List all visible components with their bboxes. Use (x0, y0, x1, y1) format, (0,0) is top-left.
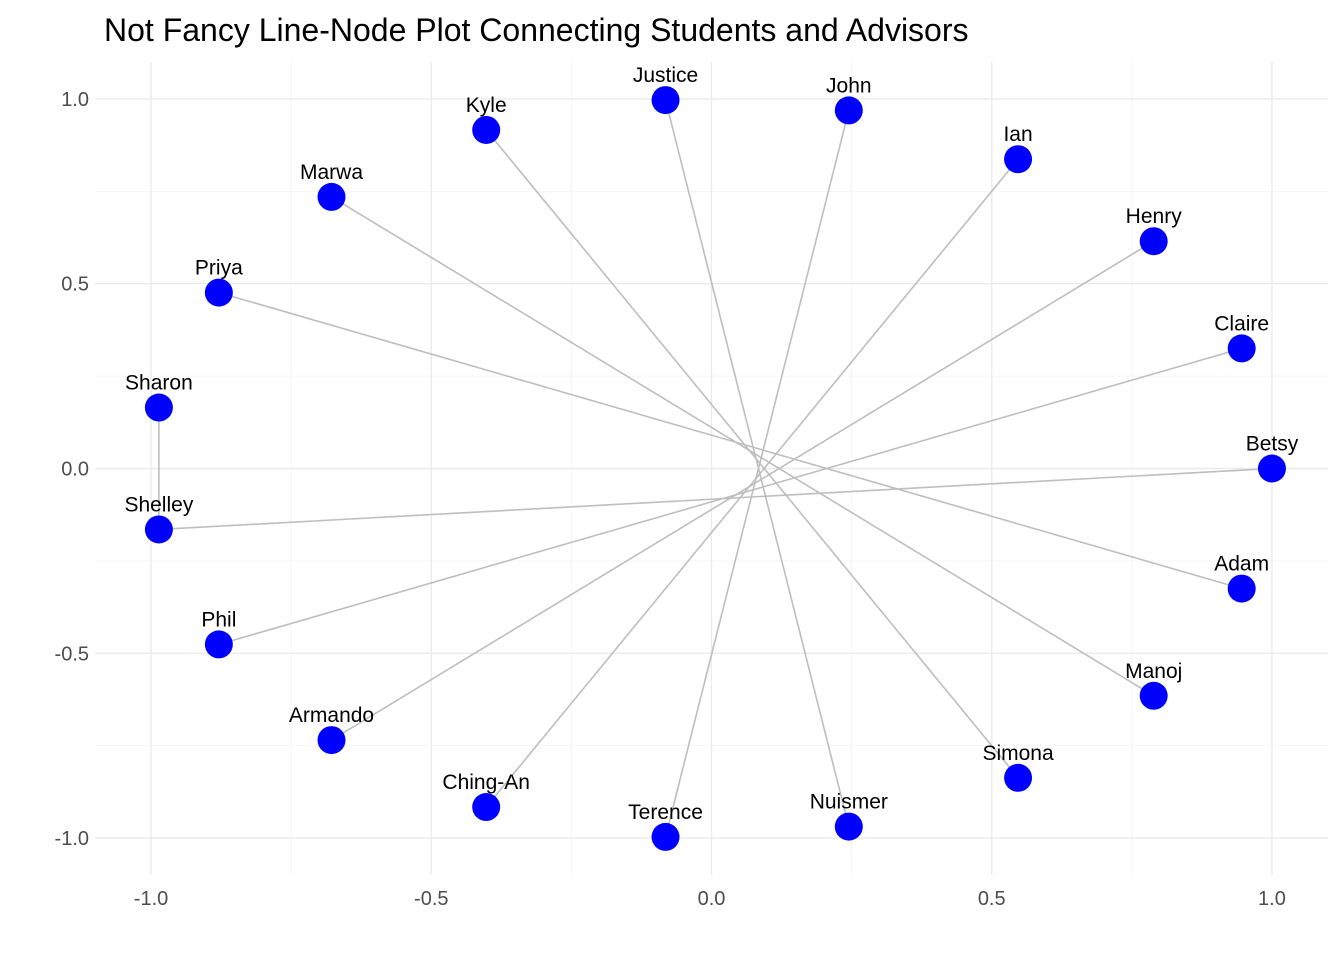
y-tick-label: 0.5 (61, 274, 89, 296)
node-label: Claire (1214, 312, 1269, 335)
node-label: Henry (1126, 205, 1183, 228)
node-point (204, 630, 233, 659)
node-label: Ian (1003, 123, 1032, 146)
x-tick-label: -1.0 (134, 888, 168, 910)
node-label: Justice (633, 64, 698, 87)
node-labels-layer: Betsy Claire Henry Ian John Justice Kyle Marwa P… (124, 64, 1298, 824)
node-point (1139, 227, 1168, 256)
node-point (1004, 763, 1033, 792)
edge-line (331, 196, 1155, 697)
node-point (317, 182, 346, 211)
edge-line (331, 240, 1155, 741)
y-tick-label: 1.0 (61, 89, 89, 111)
edge-line (158, 467, 1272, 531)
edge-line (218, 291, 1242, 590)
edge-line (485, 158, 1019, 808)
node-label: Armando (289, 704, 374, 727)
node-label: Marwa (300, 161, 363, 184)
edges-layer (158, 99, 1272, 838)
y-tick-label: -1.0 (55, 828, 89, 850)
nodes-layer (144, 86, 1286, 851)
node-label: Priya (195, 257, 243, 280)
node-label: Shelley (124, 493, 193, 516)
node-point (1227, 574, 1256, 603)
node-label: Sharon (125, 372, 193, 395)
node-label: Kyle (466, 94, 507, 117)
x-tick-label: 0.5 (978, 888, 1006, 910)
x-tick-label: -0.5 (414, 888, 448, 910)
node-label: Simona (982, 742, 1054, 765)
chart-title: Not Fancy Line-Node Plot Connecting Stud… (104, 12, 969, 48)
node-label: Phil (201, 608, 236, 631)
node-point (1139, 681, 1168, 710)
node-point (204, 278, 233, 307)
node-label: Terence (628, 801, 703, 824)
edge-line (218, 347, 1242, 646)
node-label: Ching-An (442, 771, 530, 794)
node-point (144, 393, 173, 422)
node-label: Adam (1214, 553, 1269, 576)
x-axis-tick-labels: -1.0 -0.5 0.0 0.5 1.0 (134, 888, 1286, 910)
node-point (834, 96, 863, 125)
y-tick-label: -0.5 (55, 643, 89, 665)
major-gridlines (95, 62, 1328, 875)
node-point (651, 86, 680, 115)
node-label: Nuismer (810, 791, 888, 814)
node-point (1257, 454, 1286, 483)
edge-line (664, 99, 850, 827)
node-label: Betsy (1246, 433, 1299, 456)
x-tick-label: 1.0 (1258, 888, 1286, 910)
node-point (144, 515, 173, 544)
edge-line (485, 129, 1019, 779)
y-axis-tick-labels: -1.0 -0.5 0.0 0.5 1.0 (55, 89, 89, 850)
node-point (834, 812, 863, 841)
edge-line (664, 110, 850, 838)
node-point (317, 726, 346, 755)
node-point (472, 793, 501, 822)
y-tick-label: 0.0 (61, 459, 89, 481)
node-point (651, 822, 680, 851)
node-point (472, 115, 501, 144)
node-point (1004, 145, 1033, 174)
node-point (1227, 334, 1256, 363)
node-label: John (826, 74, 872, 97)
node-label: Manoj (1125, 660, 1182, 683)
x-tick-label: 0.0 (698, 888, 726, 910)
